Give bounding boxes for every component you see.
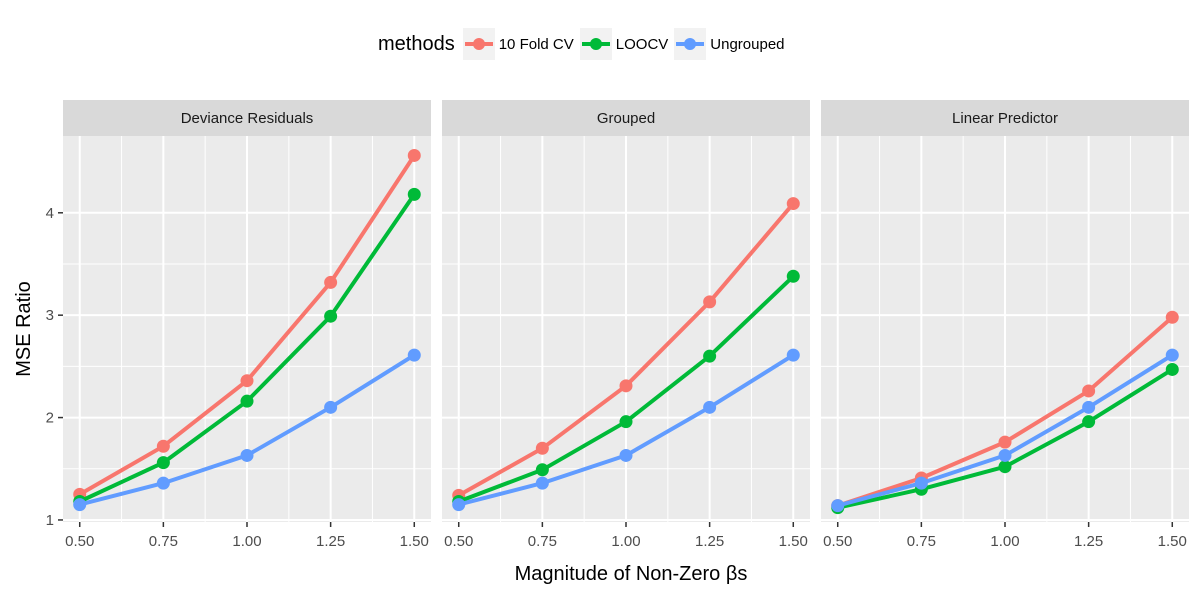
data-point-ungrouped bbox=[452, 498, 466, 512]
data-point-ungrouped bbox=[324, 400, 338, 414]
x-tick-label: 1.00 bbox=[611, 533, 640, 550]
x-tick-label: 0.75 bbox=[528, 533, 557, 550]
facet-strip-title: Linear Predictor bbox=[952, 110, 1058, 127]
data-point-10-fold-cv bbox=[998, 435, 1012, 449]
data-point-loocv bbox=[240, 394, 254, 408]
legend-label-loocv: LOOCV bbox=[615, 35, 669, 53]
data-point-ungrouped bbox=[914, 476, 928, 490]
x-tick-label: 0.50 bbox=[444, 533, 473, 550]
x-tick-label: 1.25 bbox=[316, 533, 345, 550]
data-point-ungrouped bbox=[831, 499, 845, 513]
data-point-10-fold-cv bbox=[535, 441, 549, 455]
x-tick-label: 1.50 bbox=[779, 533, 808, 550]
data-point-10-fold-cv bbox=[1082, 384, 1096, 398]
data-point-ungrouped bbox=[1082, 400, 1096, 414]
data-point-ungrouped bbox=[703, 400, 717, 414]
data-point-ungrouped bbox=[786, 348, 800, 362]
facet-strip bbox=[63, 100, 431, 136]
data-point-loocv bbox=[998, 460, 1012, 474]
data-point-loocv bbox=[703, 349, 717, 363]
y-tick-label: 1 bbox=[46, 512, 54, 529]
legend-item-loocv[interactable]: LOOCV bbox=[579, 28, 669, 60]
legend-line-point-icon bbox=[464, 38, 493, 50]
legend-label-ungrouped: Ungrouped bbox=[710, 35, 785, 53]
data-point-loocv bbox=[324, 309, 338, 323]
x-tick-label: 1.50 bbox=[400, 533, 429, 550]
data-point-loocv bbox=[1082, 415, 1096, 429]
legend-line-point-icon bbox=[581, 38, 610, 50]
x-tick-label: 0.50 bbox=[65, 533, 94, 550]
data-point-10-fold-cv bbox=[786, 197, 800, 211]
data-point-loocv bbox=[786, 269, 800, 283]
legend-key-ungrouped bbox=[674, 28, 707, 60]
legend-title: methods bbox=[378, 32, 455, 55]
data-point-10-fold-cv bbox=[1165, 310, 1179, 324]
x-tick-label: 0.50 bbox=[823, 533, 852, 550]
data-point-10-fold-cv bbox=[407, 148, 421, 162]
data-point-ungrouped bbox=[156, 476, 170, 490]
x-tick-label: 0.75 bbox=[149, 533, 178, 550]
data-point-ungrouped bbox=[407, 348, 421, 362]
data-point-loocv bbox=[407, 187, 421, 201]
data-point-loocv bbox=[156, 456, 170, 470]
data-point-10-fold-cv bbox=[240, 374, 254, 388]
data-point-ungrouped bbox=[998, 448, 1012, 462]
panel-linear-predictor: Linear Predictor 0.50 0.75 1.00 1.25 1.50 bbox=[821, 100, 1189, 550]
y-tick-label: 4 bbox=[46, 205, 54, 222]
x-tick-label: 1.25 bbox=[1074, 533, 1103, 550]
legend-label-10-fold-cv: 10 Fold CV bbox=[498, 35, 574, 53]
data-point-ungrouped bbox=[240, 448, 254, 462]
data-point-10-fold-cv bbox=[703, 295, 717, 309]
legend-item-10-fold-cv[interactable]: 10 Fold CV bbox=[462, 28, 574, 60]
data-point-ungrouped bbox=[619, 448, 633, 462]
panel-deviance-residuals: Deviance Residuals 0.50 0.75 1.00 1.25 1.50 1 2… bbox=[46, 100, 431, 550]
data-point-ungrouped bbox=[535, 476, 549, 490]
data-point-10-fold-cv bbox=[619, 379, 633, 393]
data-point-loocv bbox=[619, 415, 633, 429]
data-point-loocv bbox=[535, 463, 549, 477]
data-point-ungrouped bbox=[1165, 348, 1179, 362]
facet-strip bbox=[821, 100, 1189, 136]
data-point-10-fold-cv bbox=[156, 439, 170, 453]
legend-key-10-fold-cv bbox=[462, 28, 495, 60]
facet-strip bbox=[442, 100, 810, 136]
y-axis-title: MSE Ratio bbox=[13, 281, 35, 377]
legend: methods 10 Fold CV LOOCV Ungrouped bbox=[378, 28, 791, 60]
x-tick-label: 1.00 bbox=[232, 533, 261, 550]
x-axis-title: Magnitude of Non-Zero βs bbox=[515, 563, 748, 585]
x-tick-label: 1.25 bbox=[695, 533, 724, 550]
facet-strip-title: Grouped bbox=[597, 110, 655, 127]
data-point-10-fold-cv bbox=[324, 275, 338, 289]
y-tick-label: 2 bbox=[46, 410, 54, 427]
facet-strip-title: Deviance Residuals bbox=[181, 110, 314, 127]
x-tick-label: 1.50 bbox=[1158, 533, 1187, 550]
y-tick-label: 3 bbox=[46, 307, 54, 324]
legend-item-ungrouped[interactable]: Ungrouped bbox=[674, 28, 785, 60]
legend-line-point-icon bbox=[676, 38, 705, 50]
x-tick-label: 1.00 bbox=[990, 533, 1019, 550]
data-point-ungrouped bbox=[73, 498, 87, 512]
legend-key-loocv bbox=[579, 28, 612, 60]
panel-grouped: Grouped 0.50 0.75 1.00 1.25 1.50 bbox=[442, 100, 810, 550]
x-tick-label: 0.75 bbox=[907, 533, 936, 550]
data-point-loocv bbox=[1165, 362, 1179, 376]
